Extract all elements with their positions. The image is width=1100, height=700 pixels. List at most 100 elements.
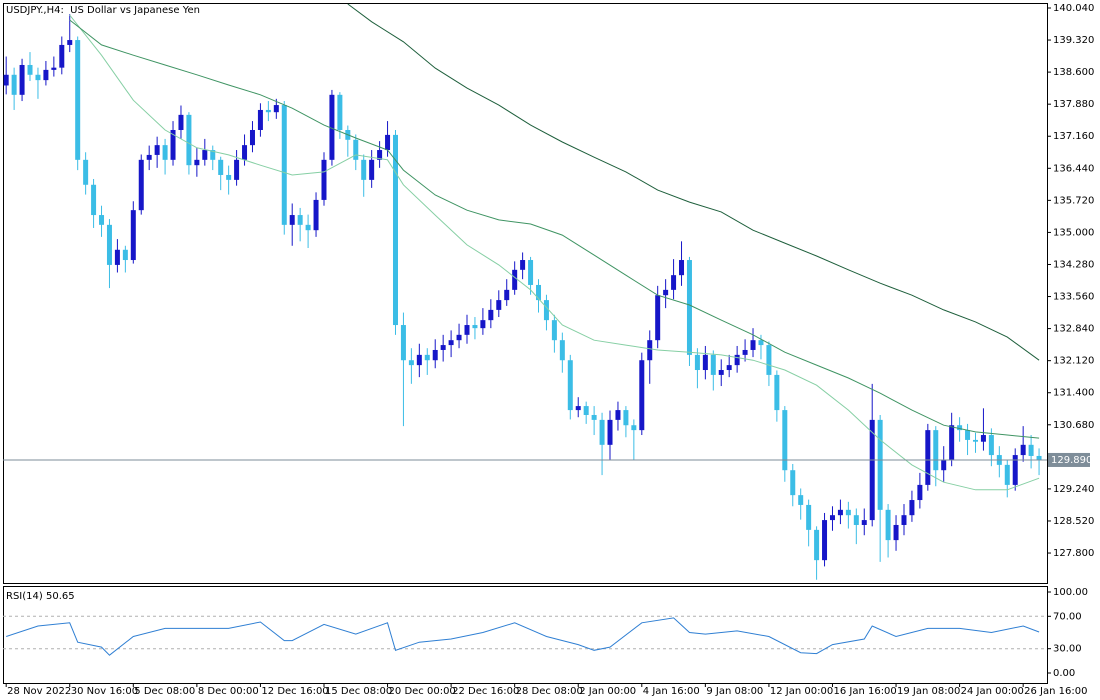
y-tick-label: 135.720 (1053, 195, 1094, 206)
candle-body (162, 145, 168, 160)
y-tick-label: 139.320 (1053, 35, 1094, 46)
candle-body (933, 430, 939, 471)
rsi-panel-border (3, 586, 1048, 684)
candle-body (671, 275, 677, 290)
candle-body (242, 145, 248, 160)
rsi-name: RSI(14) (6, 591, 43, 602)
y-tick-label: 0.00 (1053, 668, 1075, 679)
candle-body (448, 340, 454, 346)
candle-body (702, 354, 708, 371)
candle-body (377, 150, 383, 160)
candle-body (424, 354, 430, 361)
x-tick-label: 12 Jan 00:00 (770, 686, 833, 697)
candle-body (170, 129, 176, 160)
candle-body (925, 430, 931, 485)
moving-average (347, 3, 1040, 361)
x-tick-label: 28 Nov 2022 (7, 686, 71, 697)
candle-body (432, 349, 438, 361)
candle-body (1012, 455, 1018, 485)
x-tick-label: 30 Nov 16:00 (71, 686, 138, 697)
candle-body (790, 470, 796, 496)
candle-body (941, 459, 947, 471)
candle-body (583, 406, 589, 415)
candle-body (655, 295, 661, 341)
candle-body (194, 159, 200, 166)
candle-body (488, 309, 494, 321)
candle-body (758, 340, 764, 346)
candle-body (599, 419, 605, 445)
candle-body (710, 354, 716, 375)
y-tick-label: 132.840 (1053, 324, 1094, 335)
candle-body (829, 515, 835, 521)
candle-body (512, 269, 518, 290)
x-tick-label: 24 Jan 00:00 (961, 686, 1024, 697)
candle-body (385, 134, 391, 151)
candle-body (202, 150, 208, 160)
candle-body (734, 354, 740, 366)
candle-body (766, 345, 772, 375)
x-tick-label: 2 Jan 00:00 (579, 686, 636, 697)
candle-body (11, 74, 17, 95)
y-tick-label: 137.880 (1053, 99, 1094, 110)
candle-body (480, 320, 486, 329)
y-tick-label: 136.440 (1053, 163, 1094, 174)
y-tick-label: 127.800 (1053, 548, 1094, 559)
candle-body (837, 509, 843, 516)
candle-body (361, 159, 367, 180)
candle-body (257, 109, 263, 130)
x-tick-label: 26 Jan 16:00 (1024, 686, 1087, 697)
candle-body (472, 325, 478, 329)
rsi-label: RSI(14) 50.65 (6, 591, 75, 602)
candle-body (869, 419, 875, 521)
candle-body (408, 360, 414, 366)
candle-body (337, 94, 343, 130)
x-tick-label: 12 Dec 16:00 (261, 686, 328, 697)
candle-body (353, 139, 359, 160)
candle-body (631, 425, 637, 431)
candle-body (822, 520, 828, 561)
moving-average (69, 19, 1040, 439)
candle-body (647, 340, 653, 361)
price-panel-border (3, 3, 1048, 584)
current-price-box (1048, 452, 1090, 467)
candle-body (615, 410, 621, 420)
candle-body (528, 260, 534, 285)
candle-body (210, 150, 216, 160)
candle-body (543, 300, 549, 321)
candle-body (663, 289, 669, 296)
x-tick-label: 19 Jan 08:00 (897, 686, 960, 697)
candle-body (43, 69, 49, 81)
candle-body (949, 425, 955, 460)
rsi-line (6, 617, 1040, 656)
candle-body (313, 199, 319, 231)
candle-body (297, 215, 303, 225)
rsi-value: 50.65 (46, 591, 75, 602)
x-tick-label: 22 Dec 16:00 (452, 686, 519, 697)
candle-body (504, 289, 510, 301)
chart-title: USDJPY.,H4: US Dollar vs Japanese Yen (6, 5, 200, 16)
candle-body (774, 374, 780, 411)
candle-body (520, 260, 526, 270)
y-tick-label: 129.240 (1053, 484, 1094, 495)
candle-body (980, 435, 986, 442)
candle-body (885, 509, 891, 541)
candle-body (575, 406, 581, 411)
y-tick-label: 70.00 (1053, 611, 1082, 622)
candle-body (265, 109, 271, 113)
candle-body (114, 249, 120, 265)
y-tick-label: 30.00 (1053, 644, 1082, 655)
candle-body (226, 174, 232, 180)
candle-body (591, 414, 597, 420)
candle-body (893, 524, 899, 541)
candle-body (536, 284, 542, 301)
candle-body (281, 105, 287, 225)
candle-body (679, 260, 685, 276)
candle-body (369, 159, 375, 180)
y-tick-label: 135.000 (1053, 227, 1094, 238)
y-tick-label: 100.00 (1053, 587, 1088, 598)
candle-body (909, 500, 915, 516)
y-tick-label: 138.600 (1053, 67, 1094, 78)
candle-body (91, 184, 97, 216)
candle-body (861, 520, 867, 525)
candle-body (806, 504, 812, 530)
